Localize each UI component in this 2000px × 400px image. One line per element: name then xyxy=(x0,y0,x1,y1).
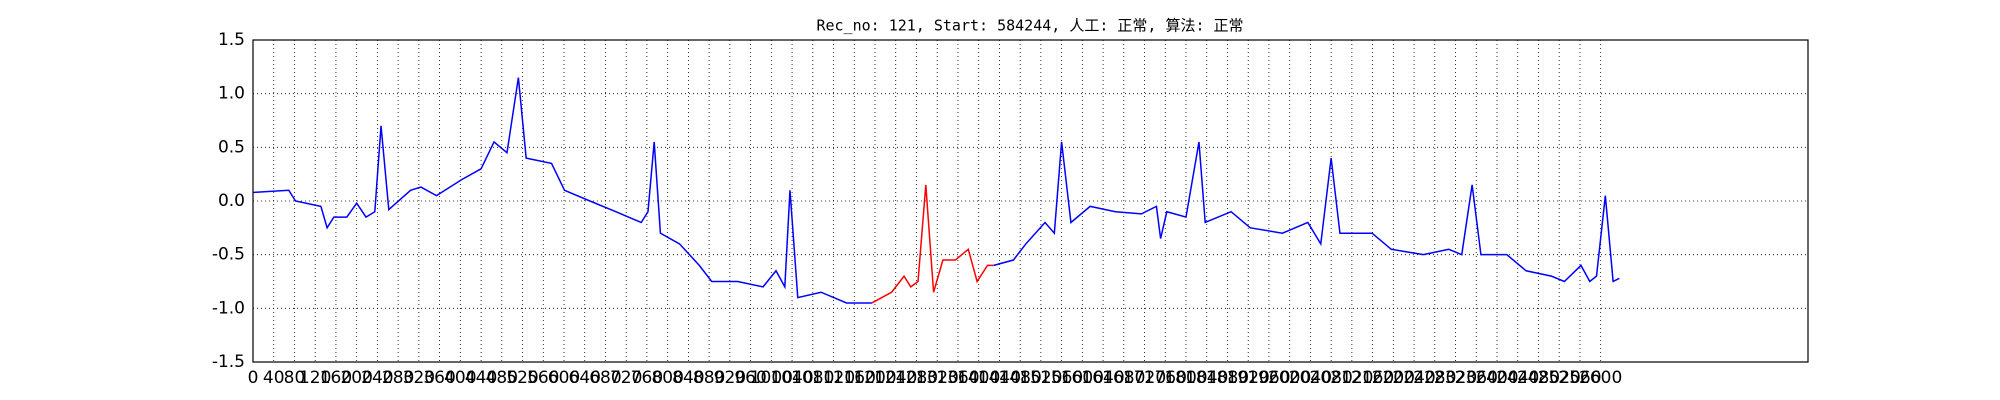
x-tick-label: 2080 xyxy=(1310,368,1353,388)
x-tick-label: 320 xyxy=(403,368,435,388)
chart-title: Rec_no: 121, Start: 584244, 人工: 正常, 算法: … xyxy=(816,17,1243,35)
x-tick-label: 80 xyxy=(284,368,306,388)
x-tick-label: 1720 xyxy=(1123,368,1166,388)
x-tick-label: 1320 xyxy=(916,368,959,388)
x-tick-label: 2240 xyxy=(1392,368,1435,388)
x-tick-label: 200 xyxy=(340,368,372,388)
x-tick-label: 920 xyxy=(714,368,746,388)
x-tick-label: 680 xyxy=(589,368,621,388)
x-tick-label: 40 xyxy=(263,368,285,388)
x-tick-label: 2520 xyxy=(1538,368,1581,388)
x-tick-label: 0 xyxy=(248,368,259,388)
x-tick-label: 400 xyxy=(444,368,476,388)
y-tick-label: -1.5 xyxy=(212,352,245,372)
x-tick-label: 560 xyxy=(527,368,559,388)
x-tick-label: 1440 xyxy=(978,368,1021,388)
x-tick-label: 1120 xyxy=(812,368,855,388)
x-tick-label: 2560 xyxy=(1558,368,1601,388)
x-tick-label: 1680 xyxy=(1102,368,1145,388)
x-tick-label: 2600 xyxy=(1579,368,1622,388)
x-tick-label: 2440 xyxy=(1496,368,1539,388)
x-tick-label: 600 xyxy=(548,368,580,388)
x-tick-label: 1160 xyxy=(833,368,876,388)
x-tick-label: 440 xyxy=(465,368,497,388)
x-tick-label: 360 xyxy=(423,368,455,388)
x-tick-label: 1520 xyxy=(1019,368,1062,388)
x-tick-label: 1040 xyxy=(770,368,813,388)
x-tick-label: 480 xyxy=(486,368,518,388)
x-tick-label: 1280 xyxy=(895,368,938,388)
x-tick-label: 2160 xyxy=(1351,368,1394,388)
x-tick-label: 1240 xyxy=(874,368,917,388)
x-tick-label: 1080 xyxy=(791,368,834,388)
series-line xyxy=(871,184,994,304)
y-tick-label: -0.5 xyxy=(212,245,245,265)
x-tick-label: 1840 xyxy=(1185,368,1228,388)
x-tick-label: 1920 xyxy=(1227,368,1270,388)
x-tick-label: 1480 xyxy=(999,368,1042,388)
x-tick-label: 1400 xyxy=(957,368,1000,388)
plot-frame xyxy=(252,39,1809,363)
x-tick-label: 2320 xyxy=(1434,368,1477,388)
x-tick-label: 2000 xyxy=(1268,368,1311,388)
x-tick-label: 960 xyxy=(734,368,766,388)
series-line xyxy=(252,77,1620,304)
x-tick-label: 2280 xyxy=(1413,368,1456,388)
x-tick-label: 640 xyxy=(569,368,601,388)
x-tick-label: 2120 xyxy=(1330,368,1373,388)
x-tick-label: 840 xyxy=(672,368,704,388)
x-tick-label: 1560 xyxy=(1040,368,1083,388)
x-tick-label: 2480 xyxy=(1517,368,1560,388)
x-tick-label: 1960 xyxy=(1247,368,1290,388)
x-tick-label: 2200 xyxy=(1372,368,1415,388)
x-tick-label: 1760 xyxy=(1144,368,1187,388)
x-tick-label: 880 xyxy=(693,368,725,388)
x-tick-label: 1640 xyxy=(1081,368,1124,388)
x-tick-label: 1200 xyxy=(853,368,896,388)
y-tick-label: 0.5 xyxy=(218,137,245,157)
y-tick-label: 0.0 xyxy=(218,191,245,211)
x-tick-label: 160 xyxy=(320,368,352,388)
x-tick-label: 520 xyxy=(506,368,538,388)
x-tick-label: 720 xyxy=(610,368,642,388)
x-tick-label: 1800 xyxy=(1164,368,1207,388)
x-tick-label: 120 xyxy=(299,368,331,388)
x-tick-label: 760 xyxy=(631,368,663,388)
x-tick-label: 1000 xyxy=(750,368,793,388)
y-tick-label: 1.5 xyxy=(218,30,245,50)
x-tick-label: 1360 xyxy=(936,368,979,388)
y-tick-label: -1.0 xyxy=(212,298,245,318)
x-tick-label: 240 xyxy=(361,368,393,388)
x-tick-label: 1880 xyxy=(1206,368,1249,388)
x-tick-label: 800 xyxy=(651,368,683,388)
y-tick-label: 1.0 xyxy=(218,84,245,104)
x-tick-label: 2040 xyxy=(1289,368,1332,388)
x-tick-label: 2400 xyxy=(1475,368,1518,388)
x-tick-label: 280 xyxy=(382,368,414,388)
x-tick-label: 1600 xyxy=(1061,368,1104,388)
x-tick-label: 2360 xyxy=(1455,368,1498,388)
